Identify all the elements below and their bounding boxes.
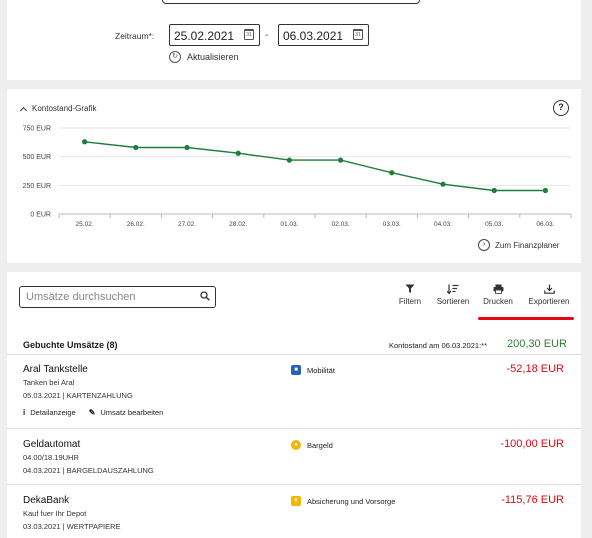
- chart-toggle[interactable]: Kontostand-Grafik: [19, 104, 97, 114]
- tx-amount: -52,18 EUR: [506, 363, 564, 375]
- tx-name: Geldautomat: [23, 439, 81, 450]
- x-tick-label: 02.03.: [332, 221, 350, 228]
- edit-transaction-button[interactable]: ✎ Umsatz bearbeiten: [89, 408, 164, 417]
- y-tick-label: 750 EUR: [23, 126, 51, 133]
- tx-category: ▼ Absicherung und Vorsorge: [291, 496, 395, 506]
- transaction-row[interactable]: DekaBank Kauf fuer Ihr Depot 03.03.2021 …: [7, 486, 581, 538]
- filter-icon: [405, 284, 415, 293]
- x-tick-label: 03.03.: [383, 221, 401, 228]
- date-from-input[interactable]: 25.02.2021 31: [169, 24, 260, 46]
- detail-view-button[interactable]: i Detailanzeige: [23, 408, 76, 417]
- booked-header: Gebuchte Umsätze (8) Kontostand am 06.03…: [7, 335, 581, 355]
- print-label: Drucken: [483, 297, 513, 306]
- account-dropdown[interactable]: [162, 0, 420, 4]
- x-tick-label: 28.02.: [229, 221, 247, 228]
- shield-icon: ▼: [291, 496, 301, 506]
- transaction-row[interactable]: Aral Tankstelle Tanken bei Aral 05.03.20…: [7, 356, 581, 429]
- x-tick-label: 26.02.: [127, 221, 145, 228]
- sort-icon: [447, 284, 459, 294]
- tx-amount: -115,76 EUR: [501, 494, 564, 506]
- edit-transaction-label: Umsatz bearbeiten: [100, 408, 164, 417]
- tx-line1: Kauf fuer Ihr Depot: [23, 509, 87, 518]
- search-input[interactable]: Umsätze durchsuchen: [19, 286, 216, 308]
- data-point: [82, 139, 88, 145]
- refresh-label: Aktualisieren: [187, 52, 239, 62]
- booked-title: Gebuchte Umsätze (8): [23, 340, 118, 350]
- data-point: [389, 170, 395, 176]
- tx-category-label: Mobilität: [307, 365, 335, 375]
- tx-category-label: Bargeld: [307, 440, 333, 450]
- tx-line1: Tanken bei Aral: [23, 378, 75, 387]
- date-to-value: 06.03.2021: [283, 29, 344, 43]
- filter-label: Filtern: [398, 297, 422, 306]
- x-tick-label: 05.03.: [485, 221, 503, 228]
- chart-title: Kontostand-Grafik: [32, 104, 97, 113]
- chevron-up-icon: [19, 106, 28, 114]
- tx-name: Aral Tankstelle: [23, 364, 88, 375]
- tx-category: ● Bargeld: [291, 440, 333, 450]
- data-point: [542, 187, 549, 194]
- date-to-input[interactable]: 06.03.2021 31: [278, 24, 369, 46]
- tx-category-label: Absicherung und Vorsorge: [307, 496, 396, 506]
- tx-line2: 03.03.2021 | WERTPAPIERE: [23, 522, 121, 531]
- x-tick-label: 25.02.: [76, 221, 94, 228]
- download-icon: [543, 284, 555, 294]
- export-label: Exportieren: [528, 297, 570, 306]
- date-filter-card: Zeitraum*: 25.02.2021 31 - 06.03.2021 31…: [7, 0, 581, 80]
- refresh-button[interactable]: ↻ Aktualisieren: [169, 51, 239, 63]
- data-point: [491, 187, 497, 194]
- coins-icon: ●: [291, 440, 301, 450]
- y-tick-label: 0 EUR: [30, 212, 51, 219]
- x-tick-label: 04.03.: [434, 221, 452, 228]
- finanzplaner-label: Zum Finanzplaner: [495, 240, 560, 250]
- x-tick-label: 01.03.: [280, 221, 298, 228]
- filter-button[interactable]: Filtern: [395, 284, 425, 306]
- tx-category: ■ Mobilität: [291, 365, 335, 375]
- refresh-icon: ↻: [169, 51, 181, 63]
- data-point: [338, 157, 344, 163]
- help-icon[interactable]: ?: [553, 100, 569, 116]
- x-tick-label: 27.02.: [178, 221, 196, 228]
- balance-amount: 200,30 EUR: [507, 338, 567, 350]
- bus-icon: ■: [291, 365, 301, 375]
- sort-label: Sortieren: [436, 297, 470, 306]
- transaction-row[interactable]: Geldautomat 04.00/18.19UHR 04.03.2021 | …: [7, 430, 581, 485]
- calendar-icon[interactable]: 31: [353, 29, 363, 40]
- series-line: [84, 141, 546, 192]
- finanzplaner-link[interactable]: › Zum Finanzplaner: [478, 239, 559, 251]
- pencil-icon: ✎: [88, 408, 96, 417]
- calendar-icon[interactable]: 31: [244, 29, 254, 40]
- data-point: [440, 181, 446, 187]
- tx-line2: 04.03.2021 | BARGELDAUSZAHLUNG: [23, 466, 154, 475]
- printer-icon: [493, 284, 503, 294]
- transactions-card: Umsätze durchsuchen Filtern Sortieren Dr…: [7, 272, 581, 538]
- date-separator: -: [265, 30, 269, 41]
- print-button[interactable]: Drucken: [480, 284, 516, 306]
- data-point: [184, 144, 190, 151]
- sort-button[interactable]: Sortieren: [433, 284, 473, 306]
- balance-label: Kontostand am 06.03.2021:**: [389, 341, 487, 350]
- chevron-right-circle-icon: ›: [478, 239, 490, 251]
- data-point: [286, 157, 292, 163]
- tx-amount: -100,00 EUR: [500, 438, 564, 450]
- y-tick-label: 250 EUR: [23, 183, 51, 190]
- search-placeholder: Umsätze durchsuchen: [26, 291, 136, 303]
- tx-line2: 05.03.2021 | KARTENZAHLUNG: [23, 391, 133, 400]
- detail-view-label: Detailanzeige: [30, 408, 76, 417]
- y-tick-label: 500 EUR: [23, 154, 51, 161]
- search-icon[interactable]: [200, 291, 210, 301]
- tx-name: DekaBank: [23, 495, 70, 506]
- x-tick-label: 06.03.: [536, 221, 554, 228]
- annotation-underline: [478, 317, 574, 320]
- info-icon: i: [23, 408, 26, 417]
- balance-line-chart: 0 EUR 250 EUR 500 EUR 750 EUR 25.02. 26.02. 27…: [23, 126, 572, 228]
- date-from-value: 25.02.2021: [174, 29, 235, 43]
- tx-actions: i Detailanzeige ✎ Umsatz bearbeiten: [23, 408, 176, 417]
- data-point: [133, 144, 139, 151]
- balance-chart-card: 0 EUR 250 EUR 500 EUR 750 EUR 25.02. 26.02. 27…: [7, 89, 581, 263]
- export-button[interactable]: Exportieren: [524, 284, 574, 306]
- tx-line1: 04.00/18.19UHR: [23, 453, 79, 462]
- data-point: [235, 150, 241, 156]
- zeitraum-label: Zeitraum*:: [115, 31, 155, 41]
